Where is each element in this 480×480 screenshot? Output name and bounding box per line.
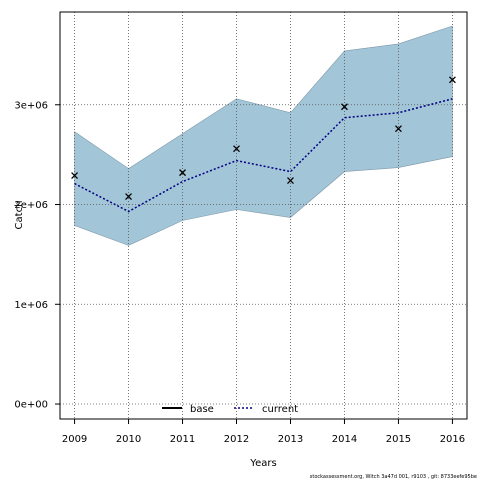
observed-point	[125, 193, 133, 201]
observed-point	[394, 125, 402, 133]
observed-point-stroke	[233, 145, 240, 153]
series-layer	[74, 98, 453, 213]
legend-label-base: base	[190, 404, 214, 415]
x-tick-label: 2009	[62, 434, 87, 445]
observed-point	[233, 145, 240, 153]
x-tick-label: 2016	[440, 434, 465, 445]
legend-label-current: current	[262, 404, 298, 415]
plot-frame	[59, 11, 468, 420]
series-current-line	[74, 98, 453, 213]
x-tick-labels: 2009 2010 2011 2012 2013 2014 2015 2016	[62, 434, 465, 445]
x-tick-label: 2013	[278, 434, 303, 445]
band-layer	[74, 25, 453, 246]
observed-point	[341, 103, 348, 111]
y-tick-label: 1e+06	[14, 300, 48, 311]
observed-point-stroke	[448, 76, 456, 84]
x-tick-label: 2015	[386, 434, 411, 445]
y-tick-label: 0e+00	[14, 400, 48, 411]
observed-point-stroke	[341, 103, 348, 111]
y-tick-labels: 0e+00 1e+06 2e+06 3e+06	[14, 100, 48, 410]
grid-layer	[60, 12, 467, 419]
observed-point-stroke	[287, 177, 294, 185]
points-layer	[71, 76, 456, 201]
axis-ticks	[55, 104, 453, 424]
x-tick-label: 2011	[170, 434, 195, 445]
y-axis-title: Catch	[14, 201, 25, 230]
observed-point	[179, 169, 186, 177]
observed-point-stroke	[394, 125, 402, 133]
observed-point-stroke	[179, 169, 186, 177]
footer-credit: stockassessment.org, Witch 3a47d 001, r9…	[310, 474, 477, 480]
legend: base current	[162, 404, 298, 415]
x-tick-label: 2012	[224, 434, 249, 445]
x-axis-title: Years	[249, 458, 276, 469]
observed-point	[287, 177, 294, 185]
observed-point	[71, 172, 79, 180]
y-tick-label: 2e+06	[14, 200, 48, 211]
observed-point	[448, 76, 456, 84]
confidence-band	[74, 25, 453, 246]
observed-point-stroke	[125, 193, 133, 201]
x-tick-label: 2014	[332, 434, 357, 445]
observed-point-stroke	[71, 172, 79, 180]
x-tick-label: 2010	[116, 434, 141, 445]
y-tick-label: 3e+06	[14, 100, 48, 111]
